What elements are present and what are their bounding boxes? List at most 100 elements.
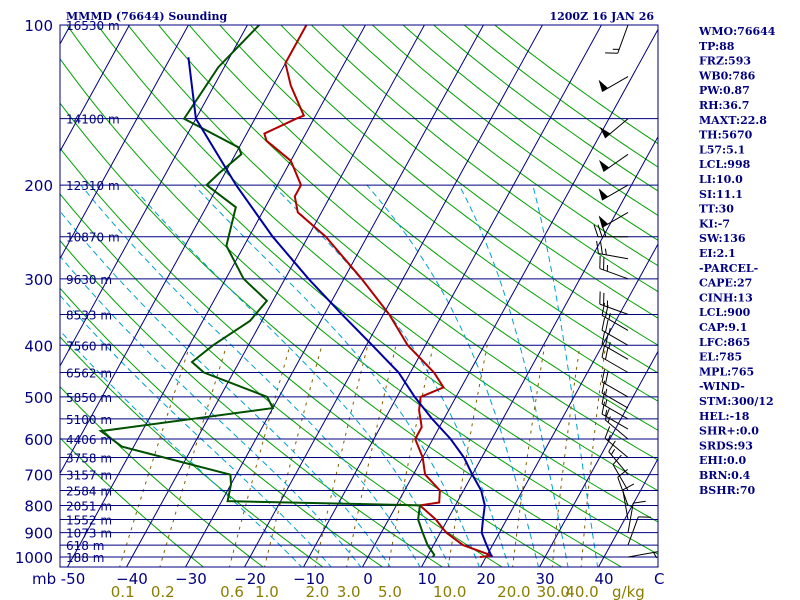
- sounding-index: -PARCEL-: [699, 262, 758, 275]
- moist-adiabat: [60, 255, 362, 567]
- sounding-index: STM:300/12: [699, 395, 774, 408]
- wind-barb: [612, 454, 629, 491]
- sounding-index: EL:785: [699, 351, 742, 364]
- isotherm: [597, 457, 658, 567]
- mixing-ratio-line: [387, 345, 434, 567]
- wind-barb: [598, 184, 629, 201]
- mixing-ratio-tick-label: 10.0: [433, 583, 466, 600]
- wind-barb: [601, 391, 629, 420]
- isotherm: [420, 135, 658, 567]
- wind-barb: [598, 76, 629, 93]
- sounding-index: BSHR:70: [699, 484, 755, 497]
- dry-adiabat: [60, 437, 205, 567]
- pressure-tick-label: 900: [24, 525, 53, 543]
- wind-barb: [596, 240, 629, 260]
- mixing-ratio-tick-label: 0.6: [220, 583, 244, 600]
- sounding-index: MAXT:22.8: [699, 114, 767, 127]
- moist-adiabat: [366, 184, 540, 567]
- sounding-index: RH:36.7: [699, 99, 749, 112]
- wind-barb: [601, 345, 629, 373]
- moist-adiabat: [458, 184, 569, 567]
- temperature-tick-label: −30: [175, 570, 207, 588]
- wind-barb: [598, 211, 629, 228]
- isotherm: [479, 243, 658, 567]
- isotherm: [243, 25, 543, 567]
- height-label: 5850 m: [66, 391, 112, 405]
- temperature-tick-label: −10: [293, 570, 325, 588]
- pressure-tick-label: 100: [24, 17, 53, 35]
- pressure-tick-label: 400: [24, 337, 53, 355]
- dry-adiabat: [188, 25, 658, 402]
- wind-barb: [599, 291, 629, 315]
- wind-barbs: [593, 24, 658, 559]
- wind-barb: [627, 500, 646, 533]
- height-label: 1073 m: [66, 527, 112, 541]
- height-label: 2584 m: [66, 485, 112, 499]
- isotherm: [0, 1, 25, 569]
- sounding-index: CINH:13: [699, 291, 753, 304]
- chart-grid: [0, 1, 658, 569]
- wind-barb: [601, 302, 629, 331]
- height-label: 3758 m: [66, 451, 112, 465]
- sounding-index: SI:11.1: [699, 188, 743, 201]
- height-label: 2051 m: [66, 499, 112, 513]
- temperature-tick-label: 20: [476, 570, 495, 588]
- dry-adiabat: [280, 25, 658, 319]
- mixing-ratio-unit-label: g/kg: [612, 583, 645, 600]
- pressure-tick-label: 300: [24, 271, 53, 289]
- wind-barb: [608, 440, 629, 475]
- sounding-index: MPL:765: [699, 365, 754, 378]
- height-label: 8533 m: [66, 308, 112, 322]
- height-label: 12310 m: [66, 179, 120, 193]
- temperature-tick-label: -50: [61, 570, 86, 588]
- dry-adiabat: [60, 193, 503, 567]
- sounding-trace-3: [187, 57, 493, 558]
- dry-adiabat: [157, 25, 658, 431]
- temperature-tick-label: 30: [535, 570, 554, 588]
- dry-adiabat: [60, 57, 658, 555]
- pressure-tick-label: 700: [24, 467, 53, 485]
- isotherm: [538, 350, 658, 567]
- height-label: 10870 m: [66, 231, 120, 245]
- mixing-ratio-line: [119, 345, 191, 567]
- pressure-tick-label: 500: [24, 389, 53, 407]
- mixing-ratio-line: [580, 345, 607, 567]
- sounding-index: CAPE:27: [699, 277, 752, 290]
- pressure-unit-label: mb: [32, 570, 56, 588]
- sounding-index: L57:5.1: [699, 143, 745, 156]
- temperature-tick-label: 10: [417, 570, 436, 588]
- sounding-trace-2: [98, 25, 436, 558]
- sounding-index: TP:88: [699, 40, 735, 53]
- dry-adiabat: [494, 25, 658, 145]
- sounding-index: HEL:-18: [699, 410, 750, 423]
- dry-adiabat: [66, 25, 658, 523]
- valid-time: 1200Z 16 JAN 26: [549, 10, 654, 23]
- mixing-ratio-tick-label: 30.0: [537, 583, 570, 600]
- pressure-tick-label: 800: [24, 497, 53, 515]
- pressure-tick-label: 600: [24, 431, 53, 449]
- isotherm: [302, 25, 602, 567]
- sounding-index: CAP:9.1: [699, 321, 747, 334]
- dry-adiabat: [371, 25, 658, 241]
- mixing-ratio-tick-label: 0.2: [151, 583, 175, 600]
- pressure-tick-label: 200: [24, 177, 53, 195]
- pressure-tick-label: 1000: [15, 549, 53, 567]
- mixing-ratio-tick-label: 0.1: [111, 583, 135, 600]
- sounding-index: TH:5670: [699, 129, 753, 142]
- moist-adiabat: [193, 184, 480, 567]
- isotherm: [66, 25, 366, 567]
- moist-adiabat: [532, 184, 599, 567]
- mixing-ratio-line: [447, 345, 488, 567]
- mixing-ratio-line: [346, 345, 397, 567]
- height-label: 7560 m: [66, 339, 112, 353]
- wind-barb: [627, 551, 658, 559]
- wind-barb: [598, 153, 629, 172]
- sounding-index: EHI:0.0: [699, 454, 746, 467]
- dry-adiabat: [60, 147, 563, 567]
- mixing-ratio-line: [228, 345, 291, 567]
- dry-adiabat: [127, 25, 658, 461]
- moist-adiabat: [60, 210, 392, 567]
- isotherm: [60, 25, 307, 475]
